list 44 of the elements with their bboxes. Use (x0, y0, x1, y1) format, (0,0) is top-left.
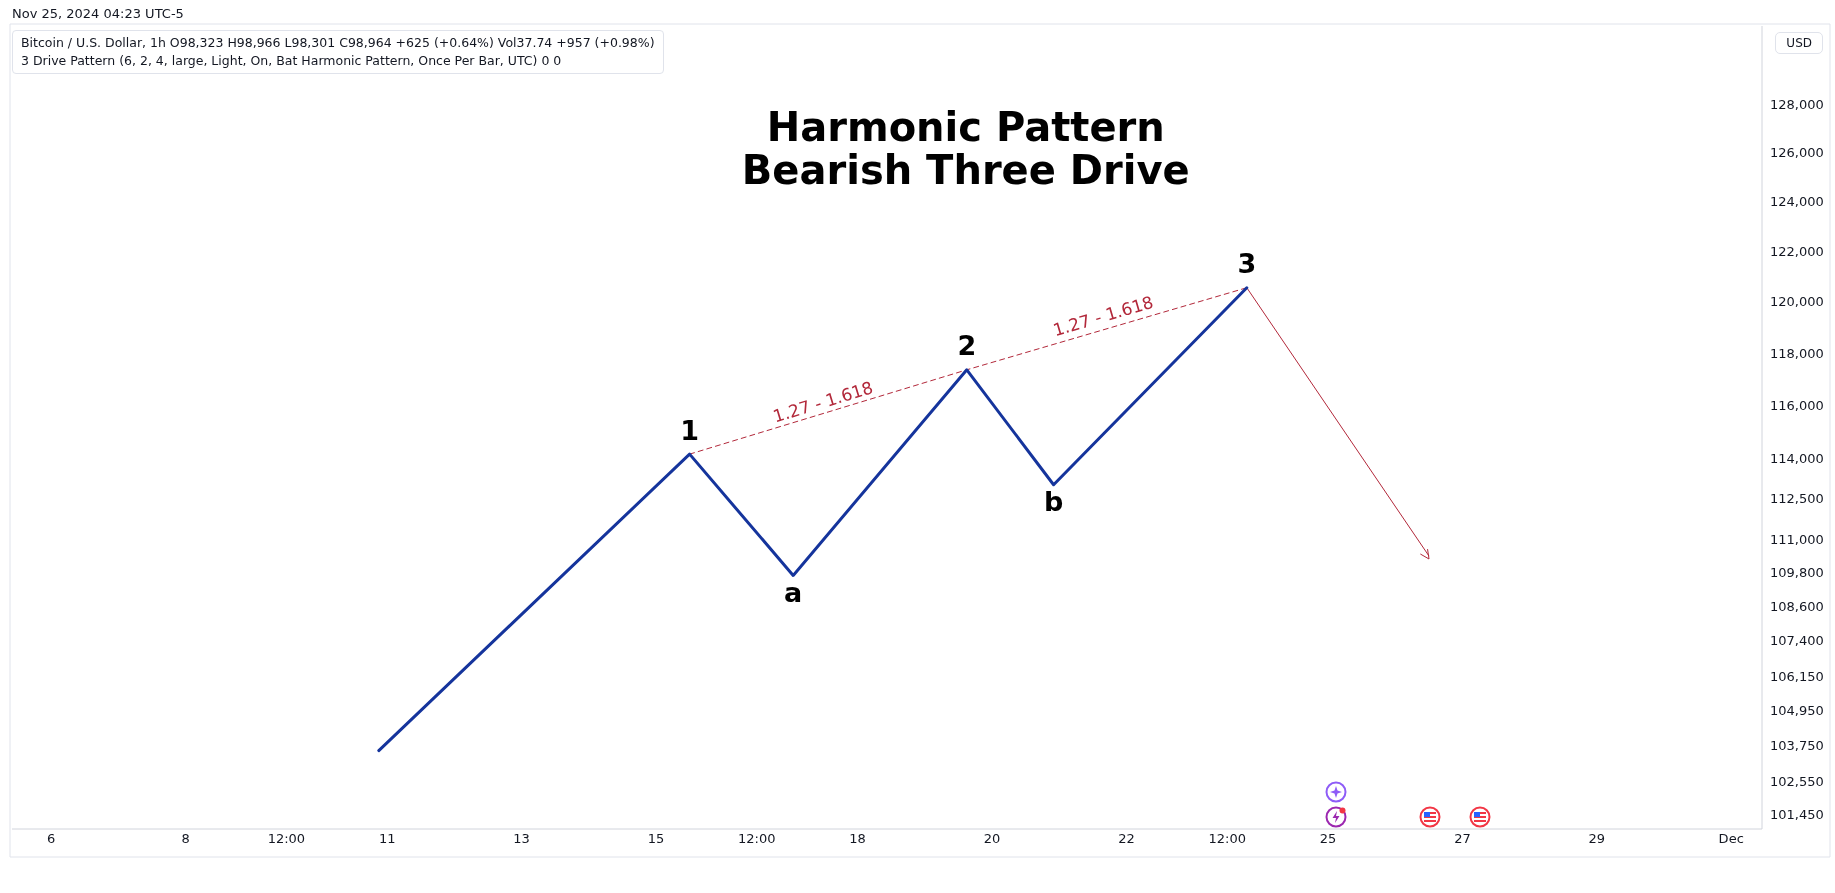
y-tick-label: 118,000 (1770, 345, 1824, 361)
y-tick-label: 101,450 (1770, 806, 1824, 822)
x-tick-label: 27 (1454, 831, 1471, 847)
annotation: 1.27 - 1.618 (1050, 291, 1156, 341)
y-tick-label: 126,000 (1770, 145, 1824, 161)
annotation: 2 (957, 330, 977, 362)
x-tick-label: 18 (849, 831, 866, 847)
x-tick-label: 11 (378, 831, 396, 847)
annotation: b (1043, 486, 1064, 518)
y-tick-label: 102,550 (1770, 773, 1824, 789)
y-tick-label: 120,000 (1770, 294, 1824, 310)
y-tick-label: 111,000 (1770, 532, 1824, 548)
y-axis-title: USD (1775, 32, 1823, 54)
x-tick-label: 6 (47, 831, 56, 847)
x-tick-label: 29 (1588, 831, 1606, 847)
x-tick-label: 15 (647, 831, 665, 847)
y-tick-label: 109,800 (1770, 565, 1824, 581)
x-tick-label: 12:00 (267, 831, 306, 847)
x-tick-label: 22 (1118, 831, 1135, 847)
annotation: a (784, 576, 803, 608)
annotation: 1.27 - 1.618 (770, 377, 876, 427)
x-tick-label: 12:00 (1208, 831, 1246, 847)
y-tick-label: 116,000 (1770, 397, 1824, 413)
x-tick-label: 25 (1319, 831, 1337, 847)
annotation: Bitcoin / U.S. Dollar, 1h O98,323 H98,966 L98,301 C98,964 +625 (+0.64%) Vol37.74 +957 (+0.98%) (21, 34, 655, 52)
y-tick-label: 103,750 (1770, 738, 1824, 754)
y-tick-label: 114,000 (1770, 450, 1824, 466)
x-tick-label: 20 (983, 831, 1001, 847)
x-tick-label: 8 (181, 831, 190, 847)
x-tick-label: 12:00 (738, 831, 776, 847)
y-tick-label: 104,950 (1770, 703, 1824, 719)
annotation: 1 (680, 414, 699, 446)
y-tick-label: 124,000 (1770, 194, 1824, 210)
annotation: 3 (1237, 248, 1257, 280)
annotation: 3 Drive Pattern (6, 2, 4, large, Light, On, Bat Harmonic Pattern, Once Per Bar, UTC) 0 0 (21, 52, 563, 70)
y-tick-label: 122,000 (1770, 243, 1824, 259)
y-tick-label: 106,150 (1770, 668, 1824, 684)
text: Nov 25, 2024 04:23 UTC-5 (12, 6, 184, 21)
y-tick-label: 128,000 (1770, 97, 1824, 113)
y-tick-label: 107,400 (1770, 632, 1824, 648)
x-tick-label: 13 (513, 831, 530, 847)
y-tick-label: 112,500 (1770, 491, 1824, 507)
x-tick-label: Dec (1718, 831, 1744, 847)
y-tick-label: 108,600 (1770, 598, 1824, 614)
